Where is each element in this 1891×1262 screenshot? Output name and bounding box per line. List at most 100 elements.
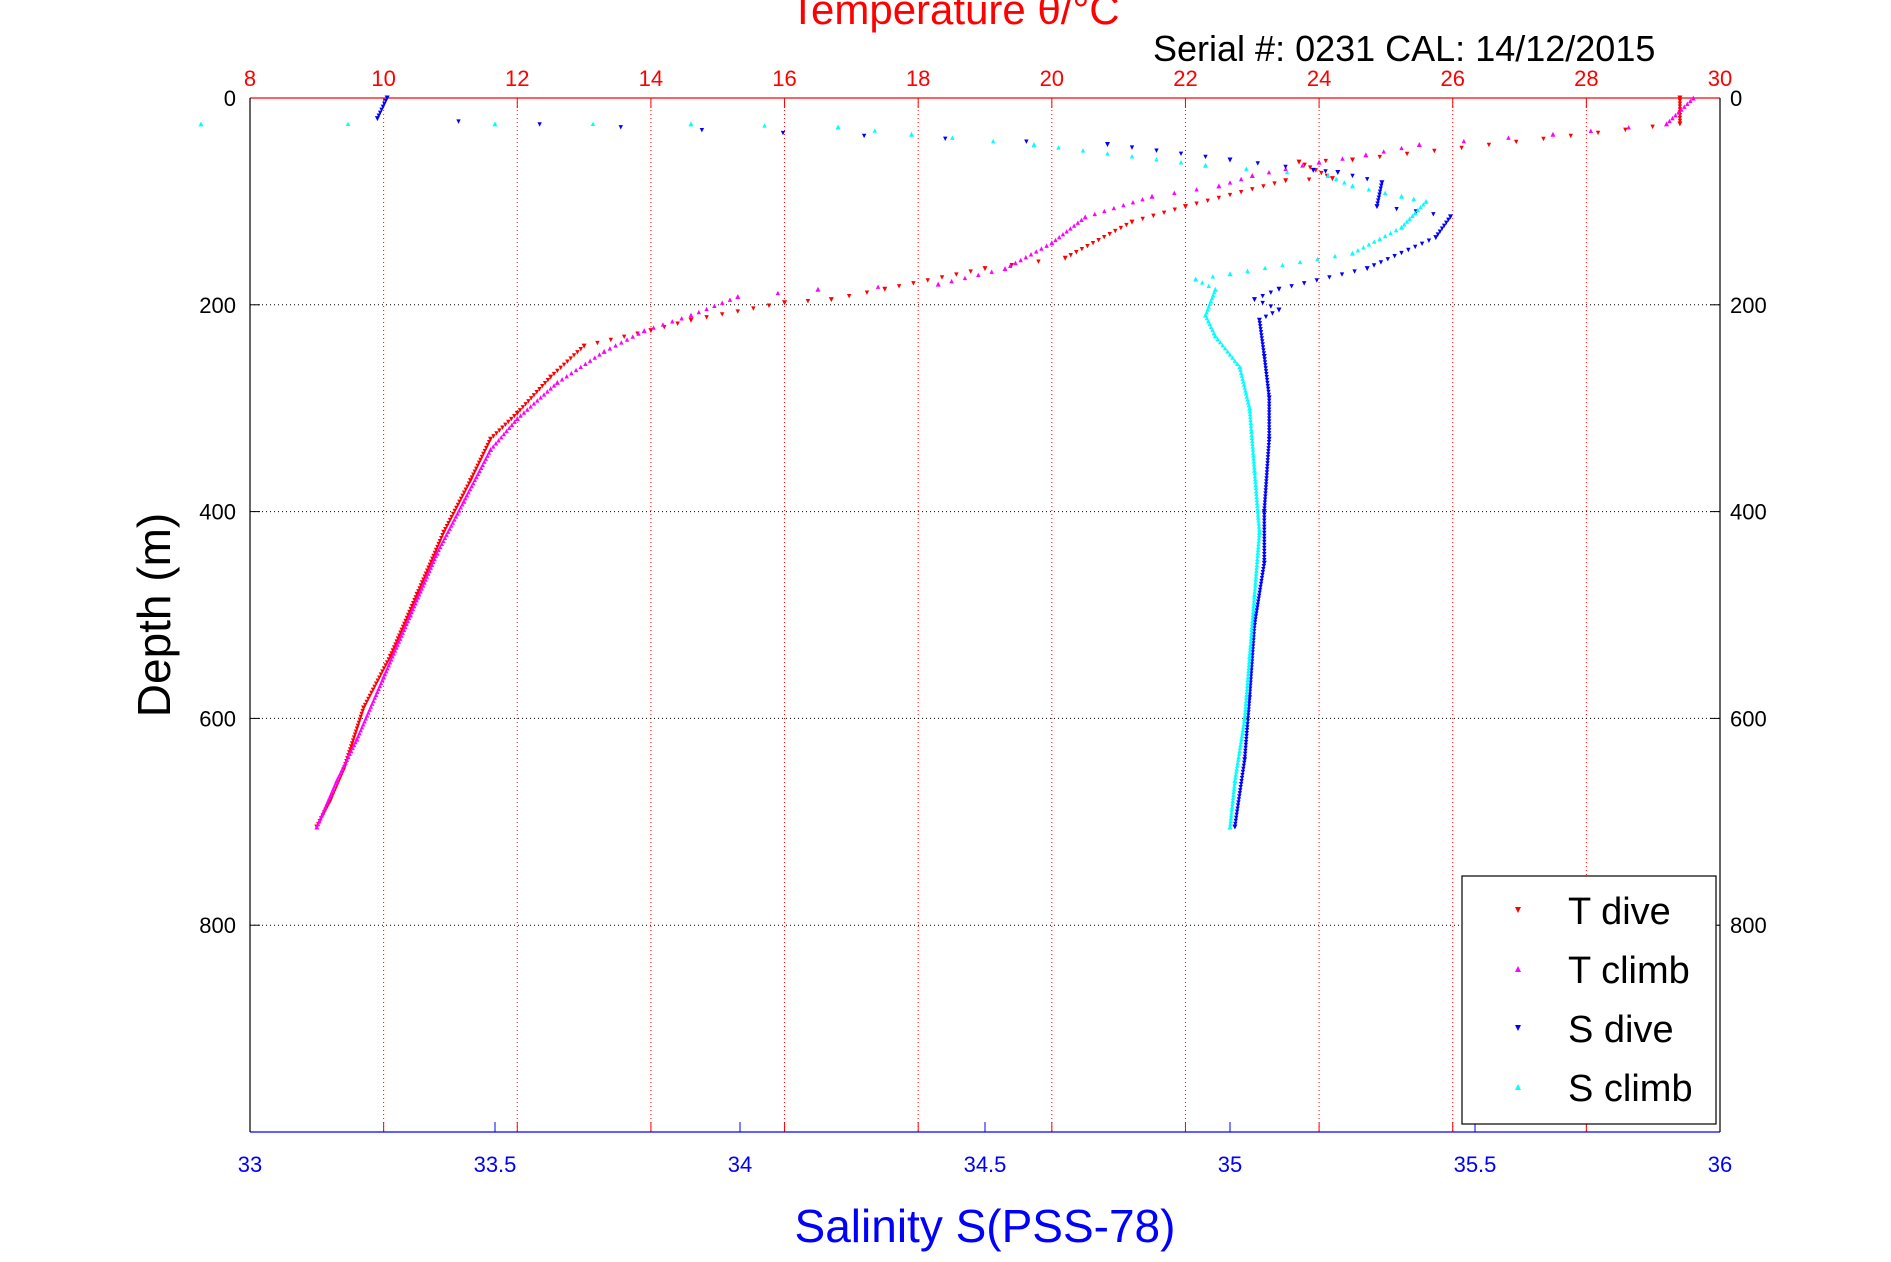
data-point (555, 368, 560, 374)
tick-label-depth-left: 800 (199, 913, 236, 938)
data-point (1253, 488, 1259, 494)
data-point (564, 373, 569, 379)
data-point (1178, 151, 1184, 157)
data-point (1220, 342, 1225, 348)
data-point (501, 431, 507, 437)
data-point (601, 348, 607, 354)
data-point (1228, 818, 1233, 824)
data-point (688, 121, 694, 127)
tick-label-salinity: 36 (1708, 1152, 1732, 1177)
data-point (451, 511, 456, 517)
data-point (1105, 142, 1110, 148)
data-point (1208, 324, 1214, 330)
data-point (344, 757, 350, 762)
data-point (355, 723, 361, 728)
data-point (1105, 151, 1110, 156)
data-point (1242, 385, 1247, 390)
data-point (1261, 509, 1267, 515)
data-point (340, 766, 345, 771)
data-point (1461, 138, 1467, 144)
data-point (1251, 600, 1256, 606)
data-point (1244, 728, 1250, 733)
data-point (1372, 239, 1377, 244)
data-point (1262, 533, 1267, 539)
data-point (1256, 529, 1262, 535)
data-point (939, 275, 945, 280)
data-point (525, 407, 530, 412)
data-point (1514, 139, 1519, 145)
data-point (1375, 201, 1380, 206)
data-point (1237, 748, 1242, 754)
data-point (1260, 339, 1265, 344)
data-point (679, 316, 684, 321)
data-point (1248, 636, 1254, 641)
data-point (1258, 330, 1264, 335)
data-point (846, 293, 852, 299)
data-point (1276, 307, 1282, 313)
data-point (437, 538, 443, 544)
data-point (1253, 485, 1259, 491)
data-point (1258, 584, 1263, 590)
data-point (1388, 230, 1393, 236)
data-point (1300, 163, 1305, 168)
data-point (1266, 169, 1272, 175)
data-point (872, 128, 877, 133)
data-point (1310, 167, 1316, 173)
data-point (1243, 701, 1249, 706)
data-point (1261, 560, 1267, 566)
data-point (1412, 210, 1418, 216)
data-point (1263, 314, 1269, 320)
data-point (1255, 503, 1260, 508)
data-point (1266, 443, 1271, 448)
data-point (488, 447, 494, 453)
data-point (1240, 772, 1245, 778)
data-point (1249, 438, 1255, 443)
data-point (1399, 193, 1404, 199)
data-point (432, 550, 438, 556)
data-point (861, 133, 867, 139)
data-point (1243, 704, 1248, 709)
data-point (1250, 444, 1255, 449)
data-point (1242, 715, 1248, 721)
data-point (1240, 728, 1246, 733)
data-point (375, 678, 380, 683)
data-point (350, 738, 356, 743)
data-point (1228, 821, 1233, 827)
data-point (1363, 152, 1369, 158)
data-point (1247, 648, 1253, 653)
data-point (1254, 568, 1259, 573)
data-point (1238, 785, 1243, 790)
data-point (1241, 763, 1247, 769)
data-point (373, 681, 379, 686)
data-point (1255, 506, 1260, 511)
data-point (1242, 754, 1248, 760)
data-point (1262, 530, 1267, 536)
data-point (447, 526, 452, 531)
data-point (1254, 611, 1259, 616)
data-point (509, 416, 514, 422)
data-point (1244, 686, 1250, 692)
data-point (1238, 739, 1244, 745)
data-point (1256, 596, 1261, 601)
data-point (497, 428, 502, 433)
data-point (1247, 408, 1253, 414)
data-point (548, 386, 553, 391)
tick-label-depth-right: 800 (1730, 913, 1767, 938)
data-point (1264, 372, 1269, 377)
data-point (982, 266, 988, 272)
data-point (1074, 250, 1079, 255)
data-point (1423, 198, 1429, 204)
data-point (427, 562, 432, 567)
data-point (1340, 156, 1345, 161)
data-point (1245, 268, 1250, 274)
data-point (1253, 479, 1258, 485)
legend-label: S climb (1568, 1068, 1693, 1110)
data-point (1194, 187, 1199, 192)
data-point (349, 741, 355, 746)
data-point (1256, 524, 1262, 529)
data-point (1236, 751, 1242, 757)
data-point (1253, 577, 1258, 582)
data-point (1262, 524, 1267, 530)
data-point (537, 122, 542, 127)
tick-label-temperature: 28 (1574, 66, 1598, 91)
